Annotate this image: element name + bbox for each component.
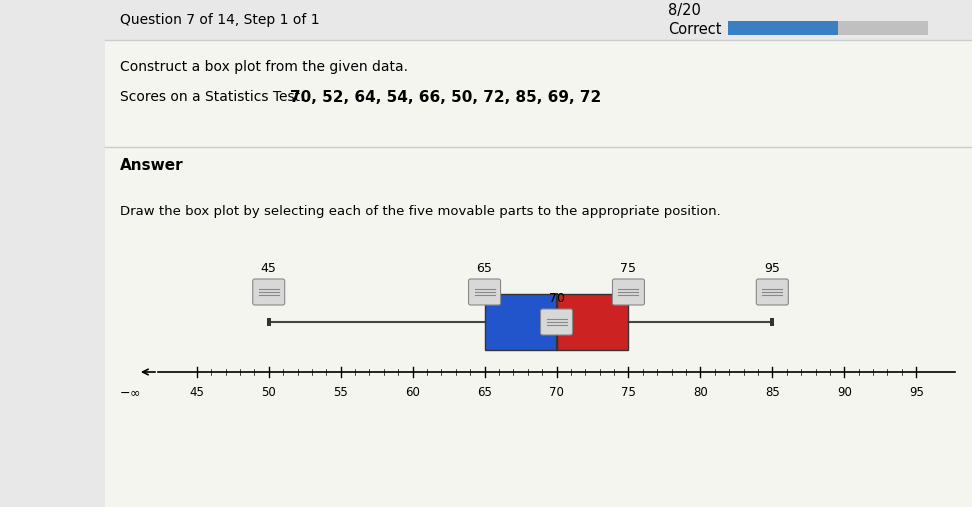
Text: 70: 70 <box>549 386 564 399</box>
FancyBboxPatch shape <box>469 279 501 305</box>
Text: 50: 50 <box>261 386 276 399</box>
Text: Draw the box plot by selecting each of the five movable parts to the appropriate: Draw the box plot by selecting each of t… <box>120 205 721 219</box>
Text: 75: 75 <box>620 262 637 275</box>
Bar <box>266 318 271 326</box>
Text: 80: 80 <box>693 386 708 399</box>
FancyBboxPatch shape <box>540 309 573 335</box>
Text: 45: 45 <box>190 386 204 399</box>
Text: Answer: Answer <box>120 158 184 172</box>
Bar <box>105 37 972 507</box>
Text: 90: 90 <box>837 386 851 399</box>
Text: Question 7 of 14, Step 1 of 1: Question 7 of 14, Step 1 of 1 <box>120 13 320 27</box>
Text: 85: 85 <box>765 386 780 399</box>
FancyBboxPatch shape <box>253 279 285 305</box>
Text: $-\infty$: $-\infty$ <box>120 386 141 399</box>
Text: 65: 65 <box>476 262 493 275</box>
FancyBboxPatch shape <box>756 279 788 305</box>
Text: Construct a box plot from the given data.: Construct a box plot from the given data… <box>120 60 408 74</box>
Text: 60: 60 <box>405 386 420 399</box>
Text: 8/20: 8/20 <box>668 4 701 18</box>
Text: 70: 70 <box>548 292 565 305</box>
Bar <box>105 0 972 40</box>
Bar <box>771 318 775 326</box>
Bar <box>728 21 928 35</box>
Text: Scores on a Statistics Test:: Scores on a Statistics Test: <box>120 90 309 104</box>
Text: 45: 45 <box>260 262 277 275</box>
Text: 65: 65 <box>477 386 492 399</box>
Bar <box>485 294 557 350</box>
Text: 75: 75 <box>621 386 636 399</box>
Bar <box>728 21 838 35</box>
Text: 55: 55 <box>333 386 348 399</box>
Text: Correct: Correct <box>668 21 721 37</box>
Text: 95: 95 <box>764 262 781 275</box>
Text: 70, 52, 64, 54, 66, 50, 72, 85, 69, 72: 70, 52, 64, 54, 66, 50, 72, 85, 69, 72 <box>290 90 602 104</box>
Bar <box>557 294 629 350</box>
Text: 95: 95 <box>909 386 923 399</box>
FancyBboxPatch shape <box>612 279 644 305</box>
